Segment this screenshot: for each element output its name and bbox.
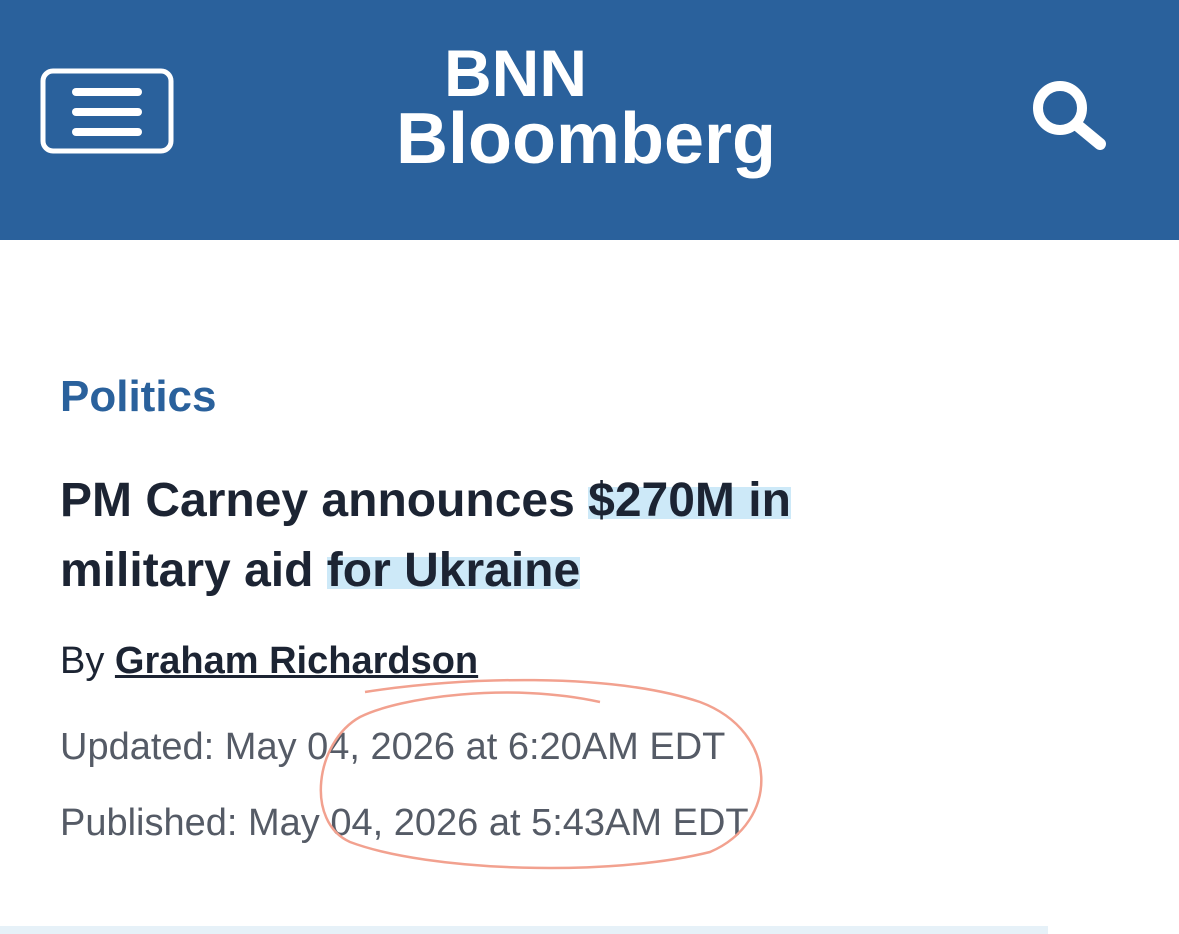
logo-text: Bloomberg xyxy=(396,99,777,179)
author-link[interactable]: Graham Richardson xyxy=(114,640,479,682)
byline: By Graham Richardson xyxy=(60,640,478,683)
menu-button[interactable] xyxy=(40,68,176,154)
highlight: for Ukraine xyxy=(326,544,581,597)
headline-text: military aid xyxy=(60,544,327,597)
byline-prefix: By xyxy=(60,640,105,682)
published: Published: May 04, 2026 at 5:43AM EDT xyxy=(60,802,749,844)
headline-text: PM Carney announces xyxy=(60,474,589,527)
search-button[interactable] xyxy=(1030,78,1110,150)
category[interactable]: Politics xyxy=(60,372,217,421)
header: BNN Bloomberg xyxy=(0,0,1179,240)
highlight: $270M in xyxy=(588,474,791,527)
annotation-circle xyxy=(319,678,763,870)
headline: PM Carney announces $270M in military ai… xyxy=(60,466,791,606)
logo[interactable]: BNN Bloomberg xyxy=(396,36,777,179)
divider xyxy=(0,926,1048,934)
logo-text: BNN xyxy=(444,36,587,110)
updated: Updated: May 04, 2026 at 6:20AM EDT xyxy=(60,726,726,768)
